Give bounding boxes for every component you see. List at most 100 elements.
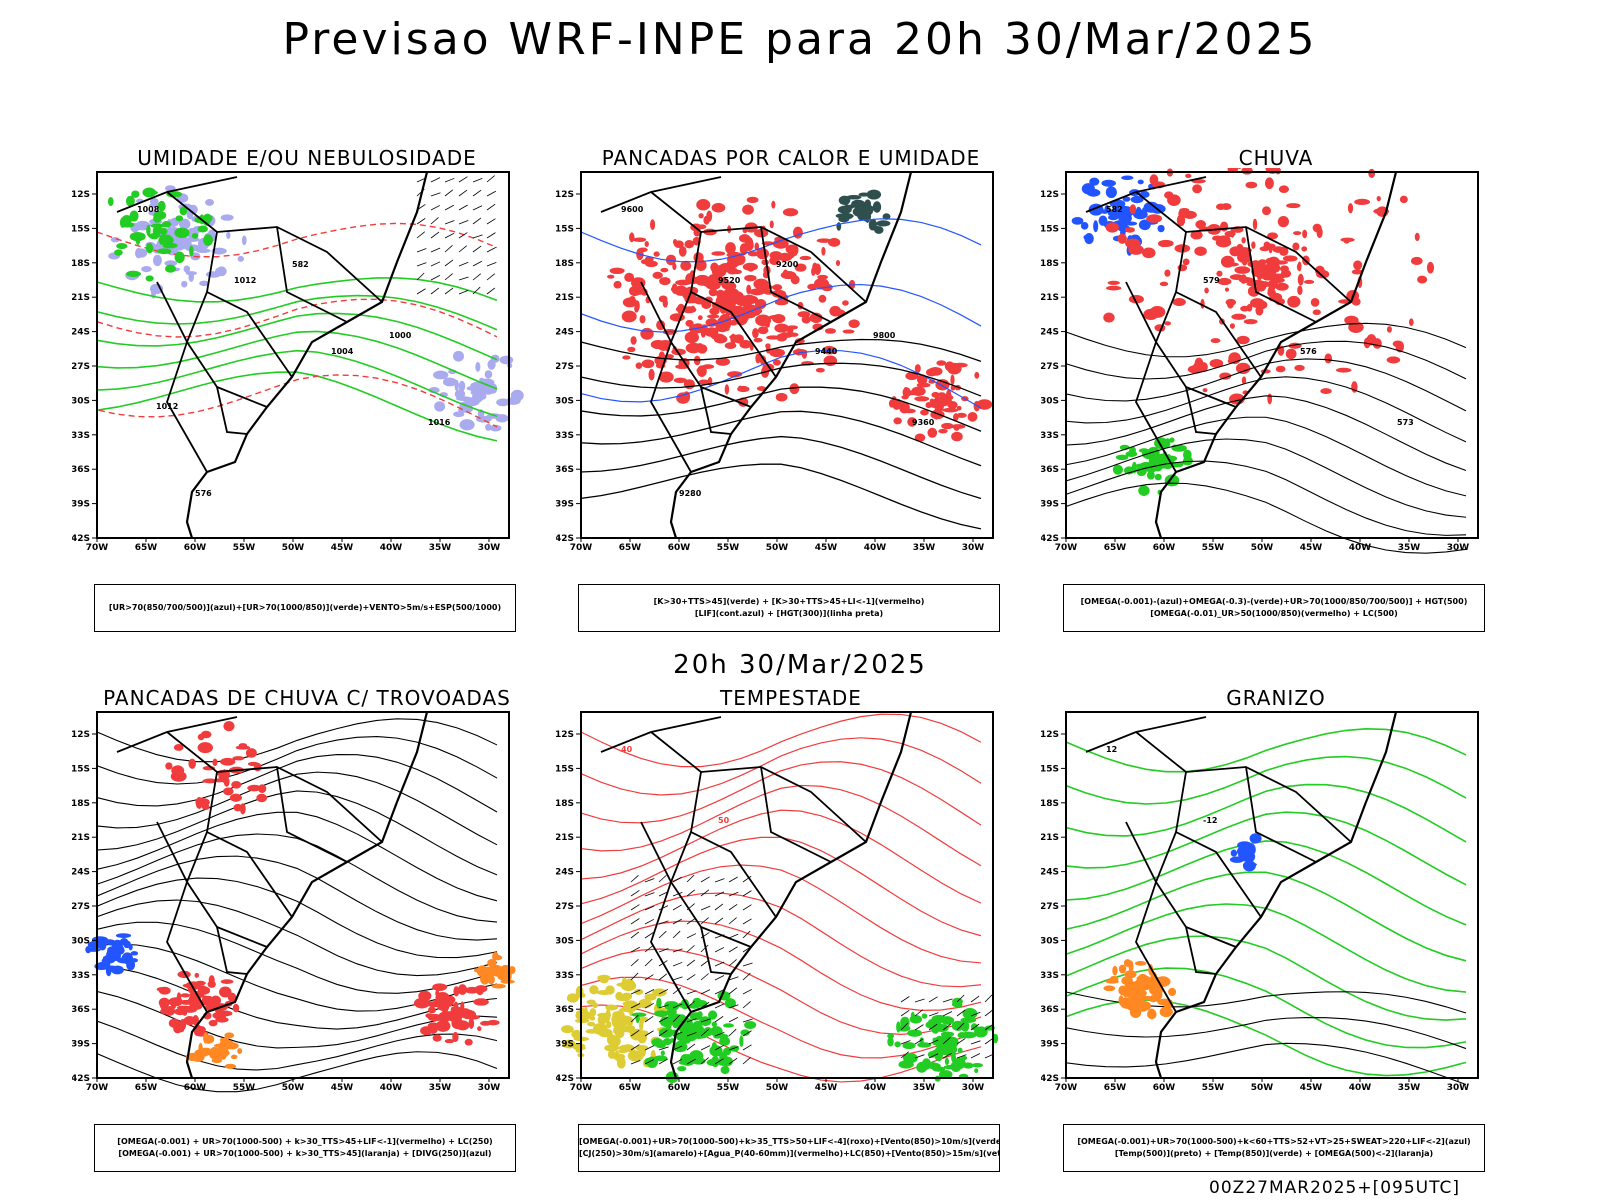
contour-label: 1012 bbox=[234, 276, 256, 285]
instability-area bbox=[607, 196, 860, 407]
contour-label: 9280 bbox=[679, 489, 702, 498]
lat-tick-label: 36S bbox=[72, 1005, 90, 1015]
lat-tick-label: 36S bbox=[1041, 465, 1059, 475]
contour-label: 9800 bbox=[873, 331, 896, 340]
contour-label: -12 bbox=[1203, 816, 1217, 825]
lat-tick-label: 42S bbox=[556, 1074, 574, 1084]
lon-tick-label: 55W bbox=[233, 1083, 256, 1093]
lat-tick-label: 39S bbox=[556, 500, 574, 510]
lat-tick-label: 12S bbox=[72, 190, 90, 200]
lon-tick-label: 55W bbox=[717, 543, 740, 553]
lat-tick-label: 33S bbox=[556, 971, 574, 981]
lat-tick-label: 24S bbox=[72, 868, 90, 878]
coastline bbox=[1154, 711, 1398, 1079]
lat-tick-label: 33S bbox=[556, 431, 574, 441]
state-border bbox=[216, 386, 248, 435]
contour-label: 1016 bbox=[428, 418, 451, 427]
lon-tick-label: 45W bbox=[331, 1083, 354, 1093]
plot-frame bbox=[580, 171, 994, 539]
plot-frame bbox=[580, 711, 994, 1079]
lon-tick-label: 65W bbox=[1104, 543, 1127, 553]
lat-tick-label: 15S bbox=[556, 224, 574, 234]
lon-tick-label: 40W bbox=[864, 1083, 887, 1093]
lat-tick-label: 18S bbox=[556, 259, 574, 269]
panel-title: UMIDADE E/OU NEBULOSIDADE bbox=[137, 146, 477, 170]
lat-tick-label: 15S bbox=[72, 224, 90, 234]
lon-tick-label: 55W bbox=[717, 1083, 740, 1093]
lat-tick-label: 42S bbox=[556, 534, 574, 544]
lat-tick-label: 30S bbox=[72, 396, 90, 406]
coastline bbox=[185, 171, 429, 539]
lon-tick-label: 60W bbox=[668, 543, 691, 553]
state-border bbox=[1185, 386, 1217, 435]
height-contours bbox=[580, 338, 982, 530]
map-plot: 12 -12 12S 15S 18S 21S 24S 27S 30S 33S 36S 39S 42S70… bbox=[1041, 711, 1479, 1093]
lat-tick-label: 27S bbox=[556, 902, 574, 912]
plot-frame bbox=[96, 171, 510, 539]
contour-label: 1004 bbox=[331, 347, 354, 356]
lon-tick-label: 35W bbox=[429, 543, 452, 553]
lat-tick-label: 15S bbox=[1041, 224, 1059, 234]
lon-tick-label: 60W bbox=[184, 1083, 207, 1093]
lon-tick-label: 30W bbox=[962, 1083, 985, 1093]
lon-tick-label: 70W bbox=[86, 543, 109, 553]
lat-tick-label: 27S bbox=[72, 362, 90, 372]
lat-tick-label: 42S bbox=[1041, 534, 1059, 544]
lat-tick-label: 18S bbox=[1041, 799, 1059, 809]
lat-tick-label: 39S bbox=[1041, 500, 1059, 510]
lon-tick-label: 55W bbox=[233, 543, 256, 553]
lon-tick-label: 65W bbox=[1104, 1083, 1127, 1093]
panel-legend: [OMEGA(-0.001)+UR>70(1000-500)+k<60+TTS>… bbox=[1063, 1124, 1485, 1172]
lon-tick-label: 45W bbox=[1300, 543, 1323, 553]
contour-label: 573 bbox=[1397, 418, 1414, 427]
legend-line-1: [OMEGA(-0.001) + UR>70(1000-500) + k>30_… bbox=[117, 1137, 493, 1146]
lat-tick-label: 27S bbox=[72, 902, 90, 912]
plot-frame bbox=[1065, 711, 1479, 1079]
lat-tick-label: 18S bbox=[72, 799, 90, 809]
plot-frame bbox=[96, 711, 510, 1079]
coastline bbox=[669, 171, 913, 539]
lat-tick-label: 21S bbox=[72, 833, 90, 843]
lat-tick-label: 36S bbox=[1041, 1005, 1059, 1015]
state-border bbox=[700, 386, 732, 435]
instability-area bbox=[888, 360, 993, 442]
lon-tick-label: 30W bbox=[478, 1083, 501, 1093]
state-border bbox=[276, 226, 348, 323]
legend-line-2: [Temp(500)](preto) + [Temp(850)](verde) … bbox=[1114, 1149, 1434, 1158]
lon-tick-label: 65W bbox=[135, 1083, 158, 1093]
lon-tick-label: 40W bbox=[1349, 543, 1372, 553]
lat-tick-label: 24S bbox=[1041, 868, 1059, 878]
state-border bbox=[640, 281, 692, 473]
lat-tick-label: 36S bbox=[72, 465, 90, 475]
height-contours bbox=[1065, 322, 1467, 554]
state-border bbox=[669, 831, 752, 948]
lat-tick-label: 30S bbox=[72, 936, 90, 946]
lat-tick-label: 30S bbox=[1041, 396, 1059, 406]
lat-tick-label: 27S bbox=[1041, 362, 1059, 372]
lat-tick-label: 33S bbox=[72, 971, 90, 981]
panel-chuva: CHUVA 582 579 576 573 12S 15S 18S 21S 24S 27S 30S 3… bbox=[1041, 146, 1511, 656]
lat-tick-label: 27S bbox=[556, 362, 574, 372]
lat-tick-label: 33S bbox=[1041, 971, 1059, 981]
contour-label: 579 bbox=[1203, 276, 1220, 285]
state-border bbox=[1125, 281, 1177, 473]
humidity-contours bbox=[96, 277, 498, 442]
lon-tick-label: 70W bbox=[1055, 1083, 1078, 1093]
state-border bbox=[669, 291, 752, 408]
lat-tick-label: 21S bbox=[1041, 293, 1059, 303]
lon-tick-label: 45W bbox=[1300, 1083, 1323, 1093]
legend-line-2: [OMEGA(-0.001) + UR>70(1000-500) + k>30_… bbox=[118, 1149, 492, 1158]
lon-tick-label: 50W bbox=[766, 543, 789, 553]
panel-legend: [K>30+TTS>45](verde) + [K>30+TTS>45+LI<-… bbox=[578, 584, 1000, 632]
lat-tick-label: 36S bbox=[556, 1005, 574, 1015]
state-border bbox=[1245, 766, 1317, 863]
panel-legend: [OMEGA(-0.001)+UR>70(1000-500)+k>35_TTS>… bbox=[578, 1124, 1000, 1172]
contour-label: 1012 bbox=[156, 402, 178, 411]
lat-tick-label: 42S bbox=[72, 1074, 90, 1084]
lat-tick-label: 21S bbox=[1041, 833, 1059, 843]
wind-area bbox=[887, 997, 999, 1082]
lat-tick-label: 12S bbox=[556, 190, 574, 200]
contour-label: 9520 bbox=[718, 276, 741, 285]
legend-line-2: [OMEGA(-0.01)_UR>50(1000/850)(vermelho) … bbox=[1150, 609, 1398, 618]
